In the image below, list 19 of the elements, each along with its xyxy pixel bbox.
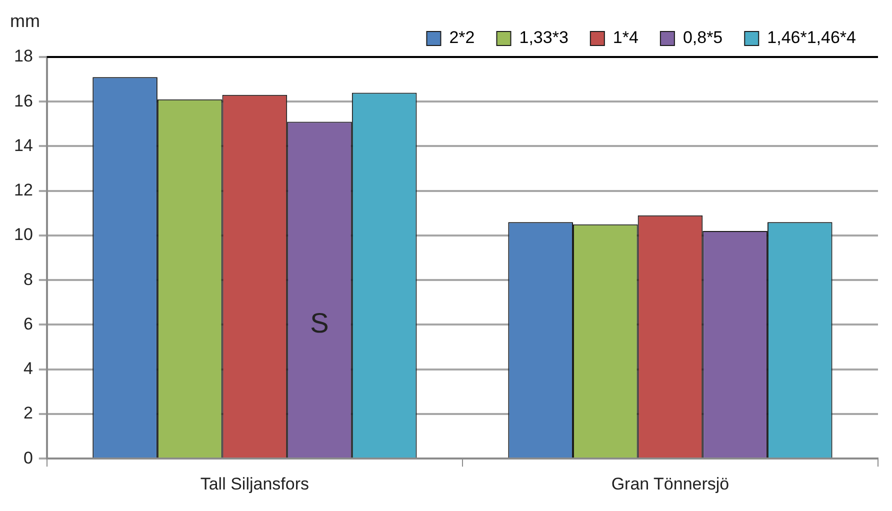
- y-tick-label: 14: [14, 136, 33, 155]
- x-tick-label: Tall Siljansfors: [200, 474, 310, 494]
- y-tick-label: 6: [23, 314, 33, 334]
- y-tick-label: 4: [23, 359, 33, 378]
- legend-label: 1,33*3: [519, 28, 568, 48]
- y-tick-label: 2: [23, 404, 33, 423]
- y-tick-label: 16: [14, 91, 33, 110]
- y-tick-label: 18: [14, 46, 33, 66]
- y-tick-label: 10: [14, 225, 33, 244]
- legend-label: 2*2: [449, 28, 475, 48]
- legend-label: 1*4: [612, 28, 638, 48]
- y-tick-label: 12: [14, 180, 33, 200]
- annotation: S: [310, 307, 329, 338]
- y-axis-title: mm: [10, 10, 40, 31]
- y-tick-label: 8: [23, 270, 33, 289]
- y-tick-label: 0: [23, 448, 33, 468]
- x-tick-label: Gran Tönnersjö: [611, 474, 730, 494]
- legend-label: 1,46*1,46*4: [767, 28, 856, 48]
- legend-label: 0,8*5: [682, 28, 723, 48]
